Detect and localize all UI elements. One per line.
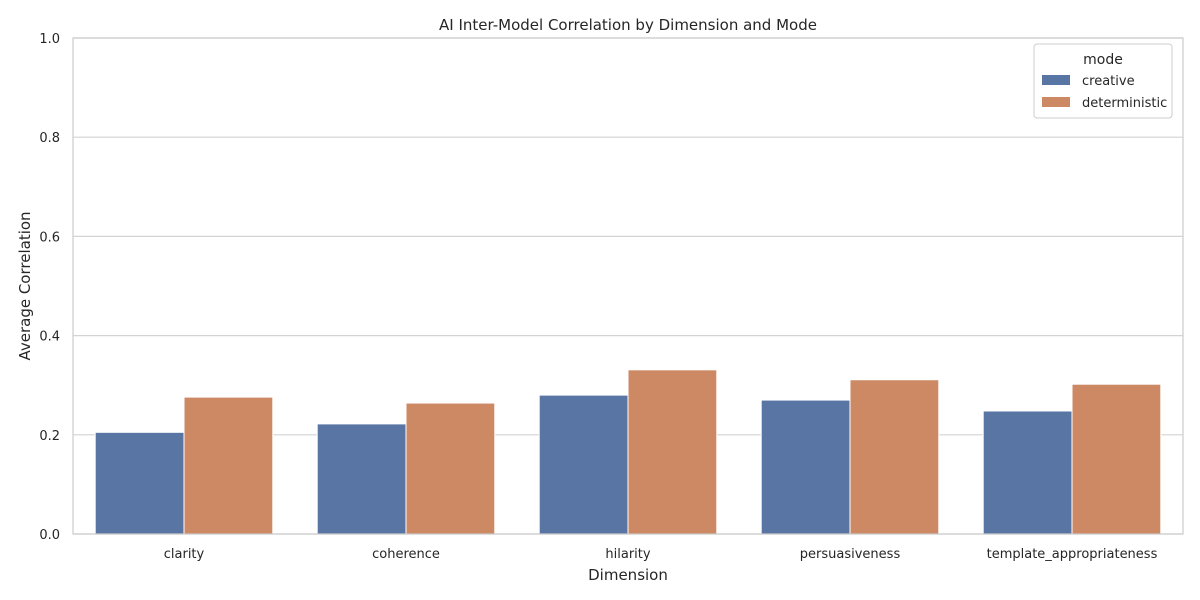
y-tick-label: 0.2 bbox=[39, 429, 60, 444]
bar-deterministic-coherence bbox=[405, 402, 496, 535]
bar-creative-hilarity bbox=[538, 394, 629, 535]
legend-label-deterministic: deterministic bbox=[1082, 96, 1167, 111]
chart-title: AI Inter-Model Correlation by Dimension … bbox=[439, 16, 817, 34]
axes: 0.0 0.2 0.4 0.6 0.8 1.0 clarity coherence hilari… bbox=[39, 32, 1184, 562]
y-axis-title: Average Correlation bbox=[16, 211, 34, 360]
bar-creative-persuasiveness bbox=[760, 399, 851, 535]
legend-title: mode bbox=[1083, 52, 1123, 68]
bar-deterministic-template_appropriateness bbox=[1071, 383, 1162, 535]
x-tick-label: coherence bbox=[372, 547, 440, 562]
bar-deterministic-persuasiveness bbox=[849, 379, 940, 535]
y-tick-label: 1.0 bbox=[39, 32, 60, 47]
bar-creative-template_appropriateness bbox=[982, 410, 1073, 535]
x-axis-title: Dimension bbox=[588, 566, 668, 584]
bar-deterministic-clarity bbox=[183, 396, 274, 535]
x-tick-label: hilarity bbox=[605, 547, 650, 562]
y-tick-label: 0.8 bbox=[39, 131, 60, 146]
y-tick-label: 0.0 bbox=[39, 528, 60, 543]
bars bbox=[94, 369, 1162, 535]
plot-frame bbox=[72, 37, 1184, 535]
bar-creative-clarity bbox=[94, 431, 185, 535]
x-tick-label: template_appropriateness bbox=[987, 547, 1158, 562]
y-tick-label: 0.6 bbox=[39, 230, 60, 245]
bar-creative-coherence bbox=[316, 423, 407, 535]
legend-swatch-deterministic bbox=[1042, 97, 1070, 107]
x-tick-label: persuasiveness bbox=[800, 547, 901, 562]
bar-deterministic-hilarity bbox=[627, 369, 718, 535]
y-tick-label: 0.4 bbox=[39, 330, 60, 345]
legend: mode creative deterministic bbox=[1033, 43, 1173, 119]
legend-label-creative: creative bbox=[1082, 74, 1135, 89]
x-tick-label: clarity bbox=[164, 547, 205, 562]
legend-swatch-creative bbox=[1042, 75, 1070, 85]
